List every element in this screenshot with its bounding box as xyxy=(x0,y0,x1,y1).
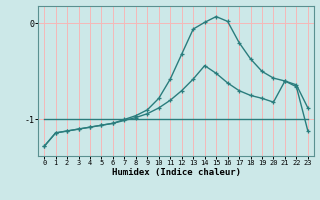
X-axis label: Humidex (Indice chaleur): Humidex (Indice chaleur) xyxy=(111,168,241,177)
